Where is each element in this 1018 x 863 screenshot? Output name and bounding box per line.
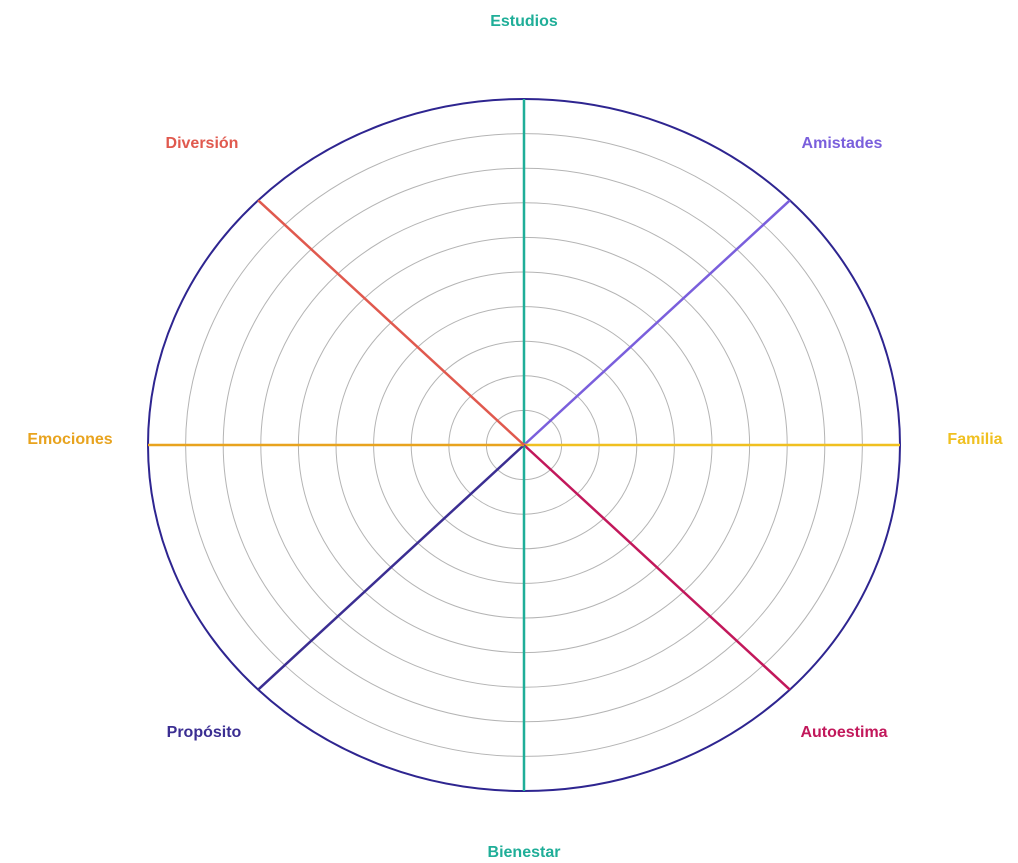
spoke-label: Diversión bbox=[166, 135, 239, 152]
spoke-label: Amistades bbox=[802, 135, 883, 152]
spoke bbox=[523, 444, 791, 691]
spoke bbox=[257, 444, 525, 691]
spoke-label: Propósito bbox=[167, 724, 242, 741]
spoke bbox=[523, 199, 791, 446]
spoke-label: Estudios bbox=[490, 13, 558, 30]
spoke bbox=[257, 199, 525, 446]
spoke-label: Familia bbox=[947, 431, 1002, 448]
spoke-label: Emociones bbox=[27, 431, 112, 448]
spoke-label: Bienestar bbox=[488, 844, 561, 861]
spoke-label: Autoestima bbox=[800, 724, 887, 741]
